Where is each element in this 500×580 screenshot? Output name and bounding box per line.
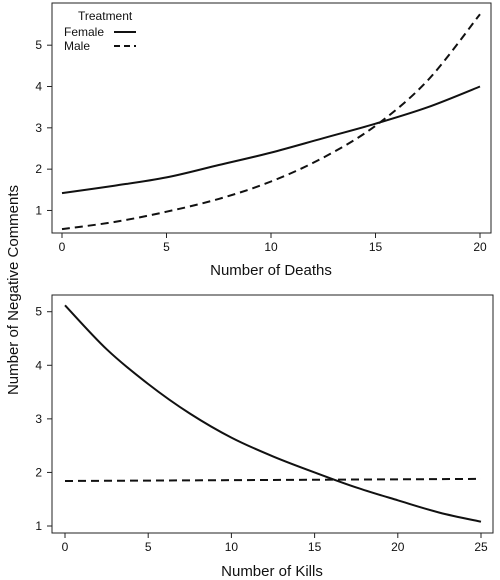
top-y-tick-label: 4 [35,80,42,94]
bottom-x-axis-title: Number of Kills [221,563,323,580]
bottom-plot: 0 5 10 15 20 25 1 2 3 4 5 Number of Kills [35,294,494,580]
bottom-y-tick-label: 4 [35,358,42,372]
top-x-tick-label: 15 [369,240,383,254]
bottom-series-female-line [64,304,482,523]
top-plot: 0 5 10 15 20 1 2 3 4 5 Number of Deaths Treatment… [35,2,492,279]
top-x-tick-label: 10 [264,240,278,254]
bottom-ticks: 0 5 10 15 20 25 1 2 3 4 5 [35,305,488,554]
bottom-x-tick-label: 20 [391,540,405,554]
legend-label-female: Female [64,25,104,39]
legend: Treatment Female Male [64,9,136,53]
top-x-tick-label: 0 [59,240,66,254]
bottom-x-tick-label: 15 [308,540,322,554]
top-y-tick-label: 1 [35,203,42,217]
bottom-series-male-line [64,477,482,482]
top-ticks: 0 5 10 15 20 1 2 3 4 5 [35,38,487,254]
y-axis-title: Number of Negative Comments [5,185,22,395]
bottom-x-tick-label: 5 [145,540,152,554]
top-plot-frame [51,2,492,234]
bottom-y-tick-label: 2 [35,465,42,479]
bottom-x-tick-label: 10 [225,540,239,554]
bottom-y-tick-label: 3 [35,412,42,426]
top-x-tick-label: 20 [473,240,487,254]
top-series-group [61,13,481,231]
bottom-y-tick-label: 1 [35,519,42,533]
top-x-axis-title: Number of Deaths [210,262,332,279]
legend-label-male: Male [64,39,90,53]
top-y-tick-label: 5 [35,38,42,52]
bottom-x-tick-label: 0 [62,540,69,554]
bottom-plot-frame [51,294,494,534]
bottom-x-tick-label: 25 [474,540,488,554]
top-y-tick-label: 3 [35,121,42,135]
top-series-female-line [61,85,481,195]
legend-title: Treatment [78,9,133,23]
bottom-y-tick-label: 5 [35,305,42,319]
top-series-male-line [61,13,481,231]
top-y-tick-label: 2 [35,162,42,176]
bottom-series-group [64,304,482,523]
top-x-tick-label: 5 [163,240,170,254]
